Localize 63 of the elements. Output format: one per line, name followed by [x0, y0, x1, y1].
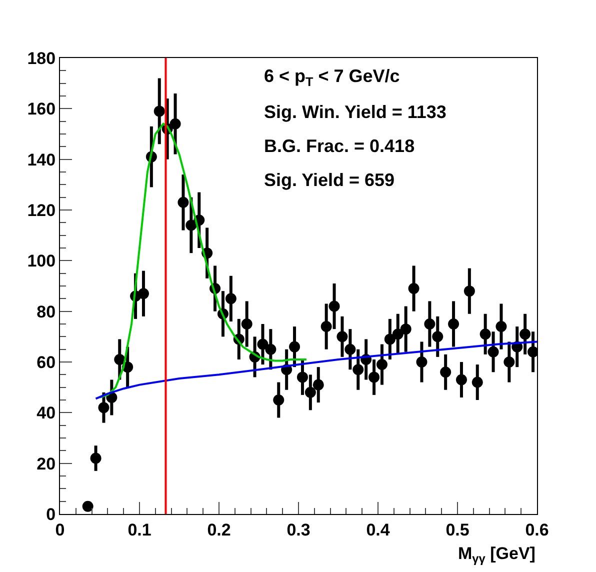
- x-tick-label: 0.4: [366, 520, 390, 540]
- point: [312, 379, 324, 390]
- point: [273, 394, 284, 406]
- point: [304, 386, 316, 398]
- point: [352, 364, 364, 376]
- y-tick-label: 60: [36, 352, 56, 372]
- point: [98, 402, 110, 414]
- point: [82, 500, 94, 512]
- point: [296, 372, 308, 383]
- y-tick-label: 40: [36, 404, 56, 423]
- point: [170, 118, 181, 130]
- point: [432, 331, 444, 342]
- x-tick-label: 0.1: [128, 520, 152, 540]
- point: [480, 328, 491, 340]
- point: [392, 328, 404, 340]
- y-tick-label: 100: [27, 252, 56, 271]
- point: [336, 331, 348, 342]
- point: [520, 328, 531, 340]
- point: [289, 341, 300, 352]
- y-tick-label: 140: [27, 150, 56, 170]
- point: [265, 344, 276, 355]
- x-tick-label: 0.6: [525, 520, 549, 540]
- y-tick-label: 180: [27, 48, 56, 68]
- point: [178, 196, 189, 208]
- x-tick-label: 0.3: [286, 520, 310, 540]
- point: [408, 283, 420, 294]
- point: [440, 366, 452, 378]
- point: [424, 318, 436, 330]
- point: [376, 359, 388, 370]
- point: [114, 354, 126, 365]
- annotation: B.G. Frac. = 0.418: [264, 136, 415, 156]
- point: [90, 452, 102, 464]
- annotation: 6 < p$_{T}$ < 7 GeV/c: [264, 66, 400, 89]
- annotation: Sig. Yield = 659: [264, 170, 395, 190]
- point: [488, 346, 499, 358]
- point: [138, 288, 149, 300]
- point: [400, 324, 412, 335]
- y-tick-label: 160: [27, 100, 56, 119]
- point: [154, 106, 165, 117]
- point: [384, 334, 396, 345]
- point: [320, 321, 332, 332]
- x-axis-title: M$_{γγ}$ [GeV]: [458, 544, 536, 566]
- point: [456, 374, 467, 386]
- x-tick-label: 0.2: [207, 520, 231, 540]
- point: [416, 356, 428, 368]
- point: [448, 318, 460, 330]
- point: [368, 372, 380, 383]
- point: [496, 321, 507, 332]
- point: [464, 286, 475, 297]
- y-tick-label: 20: [36, 454, 56, 474]
- point: [186, 220, 197, 231]
- y-tick-label: 120: [27, 200, 56, 220]
- point: [472, 376, 483, 388]
- point: [504, 356, 515, 368]
- point: [241, 318, 252, 330]
- point: [344, 344, 356, 355]
- y-tick-label: 80: [36, 302, 56, 322]
- point: [225, 293, 236, 304]
- point: [328, 300, 340, 312]
- x-tick-label: 0.5: [446, 520, 470, 540]
- y-tick-label: 0: [46, 504, 56, 524]
- point: [257, 338, 268, 350]
- annotation: Sig. Win. Yield = 1133: [264, 102, 446, 122]
